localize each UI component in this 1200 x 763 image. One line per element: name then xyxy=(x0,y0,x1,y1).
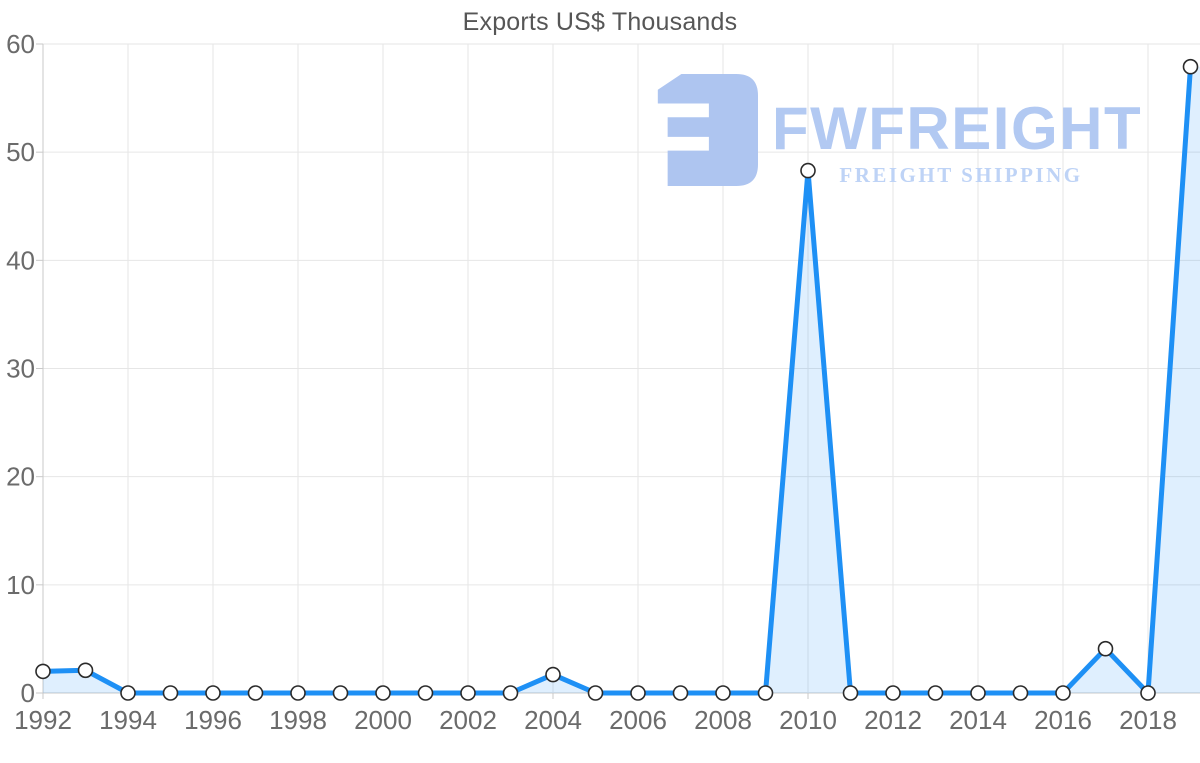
data-point-1995[interactable] xyxy=(162,685,179,701)
data-point-2015[interactable] xyxy=(1012,685,1029,701)
data-point-2011[interactable] xyxy=(842,685,859,701)
data-point-2013[interactable] xyxy=(927,685,944,701)
data-point-1994[interactable] xyxy=(120,685,136,701)
data-point-1999[interactable] xyxy=(332,685,349,701)
data-point-2010[interactable] xyxy=(800,162,816,179)
data-point-1998[interactable] xyxy=(290,685,306,701)
data-point-2000[interactable] xyxy=(375,685,391,701)
x-axis-label: 2018 xyxy=(1119,705,1177,735)
x-axis-label: 1998 xyxy=(269,705,327,735)
data-point-2005[interactable] xyxy=(587,685,604,701)
x-axis-label: 1994 xyxy=(99,705,157,735)
data-point-2002[interactable] xyxy=(460,685,476,701)
y-axis-label: 50 xyxy=(6,137,35,167)
data-point-2008[interactable] xyxy=(715,685,731,701)
series-line xyxy=(40,64,1193,696)
data-point-2004[interactable] xyxy=(545,666,561,683)
y-axis-label: 40 xyxy=(6,245,35,275)
chart-title: Exports US$ Thousands xyxy=(462,8,738,36)
y-axis-label: 10 xyxy=(6,570,35,600)
x-axis-label: 2014 xyxy=(949,705,1007,735)
x-axis-label: 2004 xyxy=(524,705,582,735)
data-point-2001[interactable] xyxy=(417,685,434,701)
x-axis-label: 2006 xyxy=(609,705,667,735)
y-axis-label: 0 xyxy=(21,678,35,708)
data-point-2009[interactable] xyxy=(757,685,774,701)
data-point-1996[interactable] xyxy=(205,685,221,701)
y-axis-label: 60 xyxy=(6,29,35,59)
x-axis-label: 2002 xyxy=(439,705,497,735)
x-axis-label: 1992 xyxy=(14,705,72,735)
data-point-2012[interactable] xyxy=(885,685,901,701)
x-axis-label: 1996 xyxy=(184,705,242,735)
x-axis-label: 2012 xyxy=(864,705,922,735)
x-axis-label: 2000 xyxy=(354,705,412,735)
x-axis-label: 2010 xyxy=(779,705,837,735)
data-point-1997[interactable] xyxy=(247,685,264,701)
data-point-2003[interactable] xyxy=(502,685,519,701)
y-axis-label: 20 xyxy=(6,462,35,492)
series-area-fill xyxy=(43,66,1200,693)
x-axis-label: 2016 xyxy=(1034,705,1092,735)
data-point-2007[interactable] xyxy=(672,685,689,701)
data-point-2006[interactable] xyxy=(630,685,646,701)
x-axis-label: 2008 xyxy=(694,705,752,735)
data-point-1992[interactable] xyxy=(35,663,51,680)
data-point-2016[interactable] xyxy=(1055,685,1071,701)
data-point-2014[interactable] xyxy=(970,685,986,701)
data-point-2018[interactable] xyxy=(1140,685,1156,701)
y-axis-label: 30 xyxy=(6,354,35,384)
data-point-2017[interactable] xyxy=(1097,640,1114,657)
data-point-1993[interactable] xyxy=(77,662,94,679)
data-point-2019[interactable] xyxy=(1182,58,1199,75)
